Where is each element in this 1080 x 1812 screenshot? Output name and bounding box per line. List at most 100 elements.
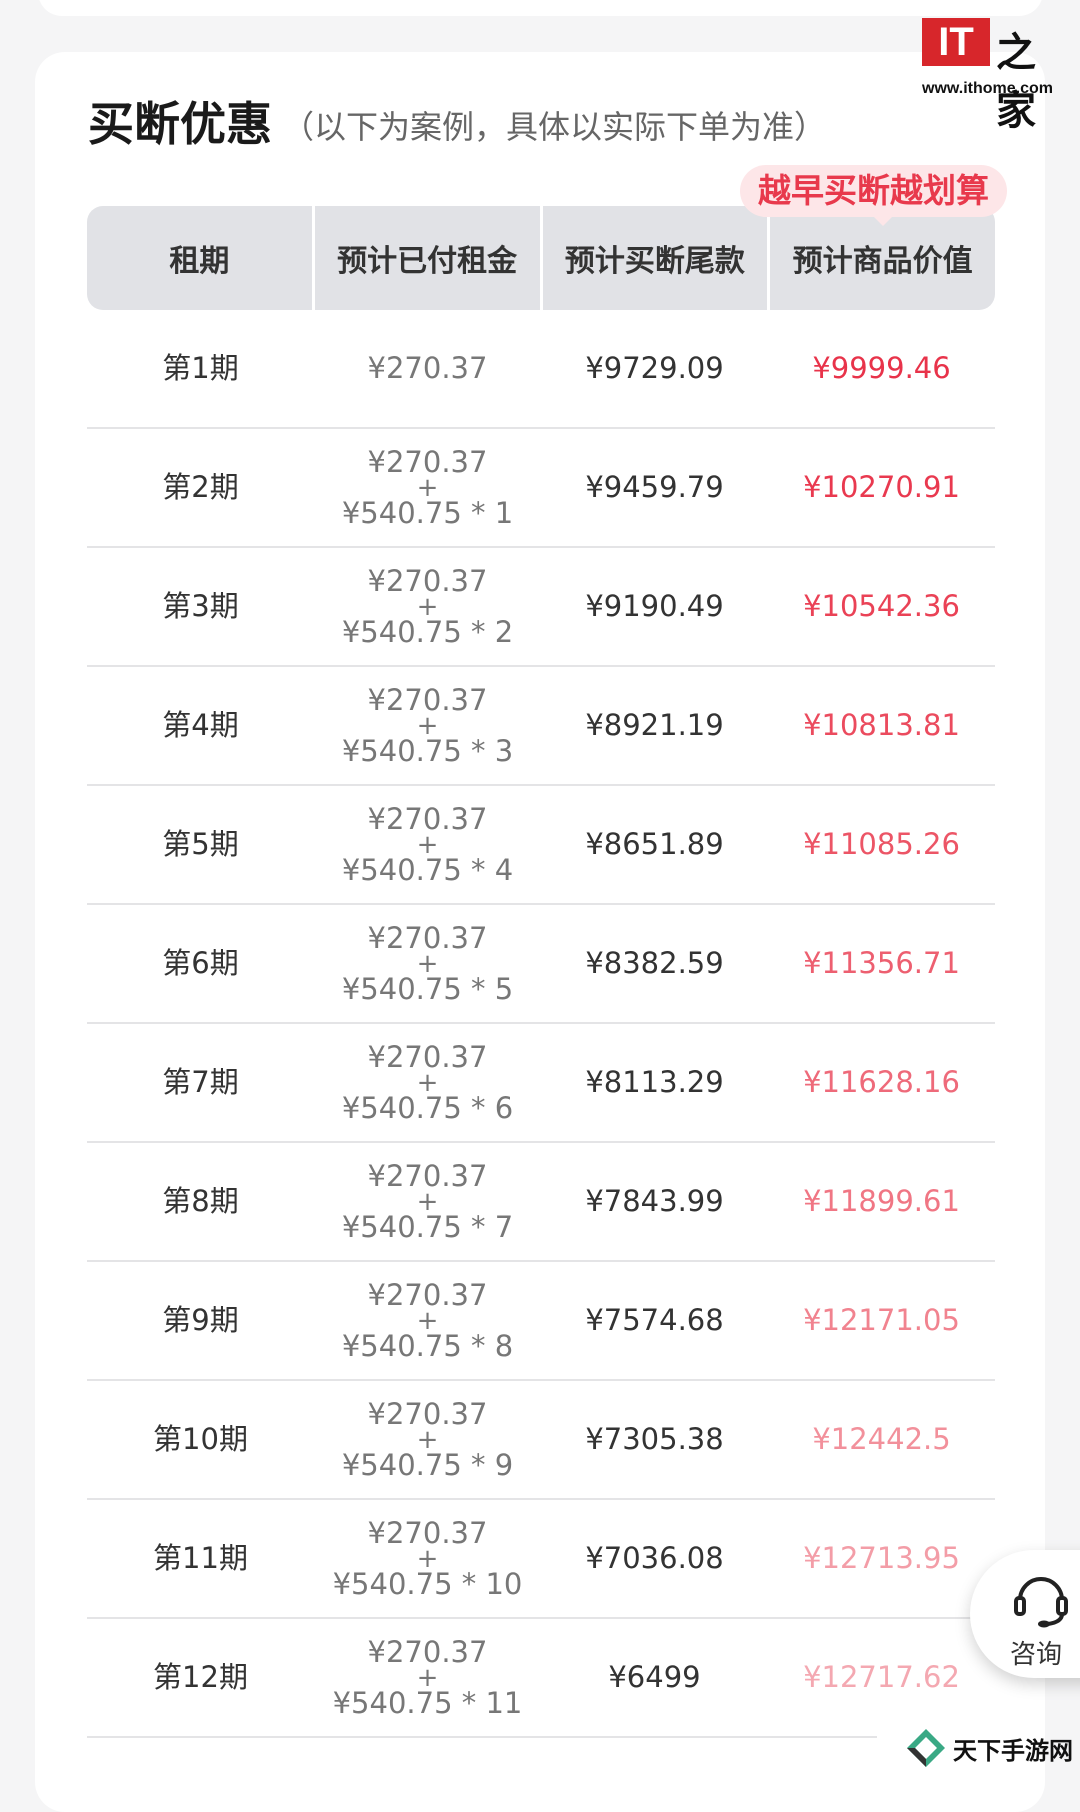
cell-product-value: ¥11628.16 bbox=[803, 1065, 960, 1099]
cell-period: 第12期 bbox=[153, 1660, 248, 1694]
cell-period: 第3期 bbox=[162, 589, 239, 623]
paid-plus: + bbox=[416, 829, 439, 860]
paid-installments: ¥540.75 * 11 bbox=[332, 1685, 523, 1720]
cell-paid-rent: ¥270.37 + ¥540.75 * 4 bbox=[314, 786, 541, 903]
cell-product-value: ¥10542.36 bbox=[803, 589, 960, 623]
paid-plus: + bbox=[416, 1067, 439, 1098]
cell-buyout-balance: ¥9190.49 bbox=[585, 589, 724, 623]
cell-period: 第6期 bbox=[162, 946, 239, 980]
cell-paid-rent: ¥270.37 + ¥540.75 * 1 bbox=[314, 429, 541, 546]
paid-plus: + bbox=[416, 1662, 439, 1693]
paid-installments: ¥540.75 * 1 bbox=[341, 495, 514, 530]
cell-paid-rent: ¥270.37 + ¥540.75 * 2 bbox=[314, 548, 541, 665]
cell-period: 第1期 bbox=[162, 351, 239, 385]
cell-paid-rent: ¥270.37 + ¥540.75 * 7 bbox=[314, 1143, 541, 1260]
paid-installments: ¥540.75 * 5 bbox=[341, 971, 514, 1006]
table-row: 第4期 ¥270.37 + ¥540.75 * 3 ¥8921.19 ¥10813.81 bbox=[87, 667, 995, 786]
table-row: 第6期 ¥270.37 + ¥540.75 * 5 ¥8382.59 ¥11356.71 bbox=[87, 905, 995, 1024]
cell-period: 第8期 bbox=[162, 1184, 239, 1218]
paid-base: ¥270.37 bbox=[367, 682, 488, 717]
table-header: 租期 预计已付租金 预计买断尾款 预计商品价值 bbox=[87, 206, 995, 310]
paid-base: ¥270.37 bbox=[367, 1634, 488, 1669]
paid-plus: + bbox=[416, 948, 439, 979]
buyout-offer-card bbox=[35, 52, 1045, 1812]
ithome-logo-mark: IT bbox=[922, 18, 990, 66]
table-row: 第12期 ¥270.37 + ¥540.75 * 11 ¥6499 ¥12717.62 bbox=[87, 1619, 960, 1738]
paid-installments: ¥540.75 * 2 bbox=[341, 614, 514, 649]
paid-base: ¥270.37 bbox=[367, 1515, 488, 1550]
paid-base: ¥270.37 bbox=[367, 1158, 488, 1193]
header-period: 租期 bbox=[169, 244, 230, 279]
paid-plus: + bbox=[416, 1424, 439, 1455]
paid-installments: ¥540.75 * 9 bbox=[341, 1447, 514, 1482]
cell-paid-rent: ¥270.37 + ¥540.75 * 6 bbox=[314, 1024, 541, 1141]
cell-period: 第10期 bbox=[153, 1422, 248, 1456]
table-row: 第9期 ¥270.37 + ¥540.75 * 8 ¥7574.68 ¥12171.05 bbox=[87, 1262, 995, 1381]
table-row: 第7期 ¥270.37 + ¥540.75 * 6 ¥8113.29 ¥11628.16 bbox=[87, 1024, 995, 1143]
paid-plus: + bbox=[416, 591, 439, 622]
section-subtitle: （以下为案例，具体以实际下单为准） bbox=[282, 108, 827, 146]
cell-period: 第2期 bbox=[162, 470, 239, 504]
cell-product-value: ¥9999.46 bbox=[812, 351, 951, 385]
cell-paid-rent: ¥270.37 bbox=[314, 310, 541, 427]
cell-paid-rent: ¥270.37 + ¥540.75 * 8 bbox=[314, 1262, 541, 1379]
paid-base: ¥270.37 bbox=[367, 444, 488, 479]
table-row: 第3期 ¥270.37 + ¥540.75 * 2 ¥9190.49 ¥10542.36 bbox=[87, 548, 995, 667]
paid-installments: ¥540.75 * 4 bbox=[341, 852, 514, 887]
cell-product-value: ¥12713.95 bbox=[803, 1541, 960, 1575]
cell-buyout-balance: ¥8113.29 bbox=[585, 1065, 724, 1099]
cell-paid-rent: ¥270.37 + ¥540.75 * 11 bbox=[314, 1619, 541, 1736]
cell-paid-rent: ¥270.37 + ¥540.75 * 10 bbox=[314, 1500, 541, 1617]
bottom-watermark: 天下手游网 bbox=[905, 1727, 1073, 1769]
cell-paid-rent: ¥270.37 + ¥540.75 * 3 bbox=[314, 667, 541, 784]
paid-base: ¥270.37 bbox=[367, 1396, 488, 1431]
cell-product-value: ¥10270.91 bbox=[803, 470, 960, 504]
earlier-buyout-badge: 越早买断越划算 bbox=[740, 165, 1007, 226]
header-buyout-balance: 预计买断尾款 bbox=[539, 206, 768, 310]
cell-product-value: ¥10813.81 bbox=[803, 708, 960, 742]
cell-paid-rent: ¥270.37 + ¥540.75 * 5 bbox=[314, 905, 541, 1022]
cell-buyout-balance: ¥7036.08 bbox=[585, 1541, 724, 1575]
table-body: 第1期 ¥270.37 ¥9729.09 ¥9999.46 第2期 ¥270.37 + ¥54… bbox=[87, 310, 995, 1738]
cell-period: 第11期 bbox=[153, 1541, 248, 1575]
cell-period: 第9期 bbox=[162, 1303, 239, 1337]
paid-plus: + bbox=[416, 710, 439, 741]
cell-product-value: ¥12171.05 bbox=[803, 1303, 960, 1337]
ithome-logo-glyph: 之家 bbox=[996, 29, 1036, 134]
table-row: 第11期 ¥270.37 + ¥540.75 * 10 ¥7036.08 ¥12713.9… bbox=[87, 1500, 995, 1619]
cell-buyout-balance: ¥9729.09 bbox=[585, 351, 724, 385]
cell-product-value: ¥12442.5 bbox=[812, 1422, 951, 1456]
cell-buyout-balance: ¥7305.38 bbox=[585, 1422, 724, 1456]
paid-base: ¥270.37 bbox=[367, 801, 488, 836]
buyout-table: 租期 预计已付租金 预计买断尾款 预计商品价值 第1期 ¥270.37 ¥9729.… bbox=[87, 206, 995, 1738]
consult-button[interactable]: 咨询 bbox=[970, 1550, 1080, 1678]
cell-period: 第4期 bbox=[162, 708, 239, 742]
ithome-watermark-logo: IT 之家 www.ithome.com bbox=[922, 18, 1062, 134]
watermark-text: 天下手游网 bbox=[953, 1736, 1073, 1765]
paid-base: ¥270.37 bbox=[367, 1039, 488, 1074]
consult-label: 咨询 bbox=[1010, 1640, 1063, 1670]
cell-period: 第5期 bbox=[162, 827, 239, 861]
ithome-url: www.ithome.com bbox=[922, 80, 1053, 97]
table-row: 第10期 ¥270.37 + ¥540.75 * 9 ¥7305.38 ¥12442.5 bbox=[87, 1381, 995, 1500]
paid-base: ¥270.37 bbox=[367, 563, 488, 598]
paid-plus: + bbox=[416, 1186, 439, 1217]
cell-buyout-balance: ¥9459.79 bbox=[585, 470, 724, 504]
previous-card bbox=[38, 0, 1043, 16]
section-header: 买断优惠 （以下为案例，具体以实际下单为准） bbox=[88, 96, 827, 158]
paid-installments: ¥540.75 * 10 bbox=[332, 1566, 523, 1601]
header-paid-rent: 预计已付租金 bbox=[311, 206, 540, 310]
cell-product-value: ¥12717.62 bbox=[803, 1660, 960, 1694]
paid-plus: + bbox=[416, 1543, 439, 1574]
diamond-logo-icon bbox=[907, 1729, 945, 1767]
cell-buyout-balance: ¥7574.68 bbox=[585, 1303, 724, 1337]
header-product-value: 预计商品价值 bbox=[767, 206, 995, 310]
paid-plus: + bbox=[416, 1305, 439, 1336]
table-row: 第2期 ¥270.37 + ¥540.75 * 1 ¥9459.79 ¥10270.91 bbox=[87, 429, 995, 548]
table-row: 第5期 ¥270.37 + ¥540.75 * 4 ¥8651.89 ¥11085.26 bbox=[87, 786, 995, 905]
table-row: 第8期 ¥270.37 + ¥540.75 * 7 ¥7843.99 ¥11899.61 bbox=[87, 1143, 995, 1262]
paid-base: ¥270.37 bbox=[367, 1277, 488, 1312]
paid-installments: ¥540.75 * 3 bbox=[341, 733, 514, 768]
table-row: 第1期 ¥270.37 ¥9729.09 ¥9999.46 bbox=[87, 310, 995, 429]
paid-installments: ¥540.75 * 8 bbox=[341, 1328, 514, 1363]
